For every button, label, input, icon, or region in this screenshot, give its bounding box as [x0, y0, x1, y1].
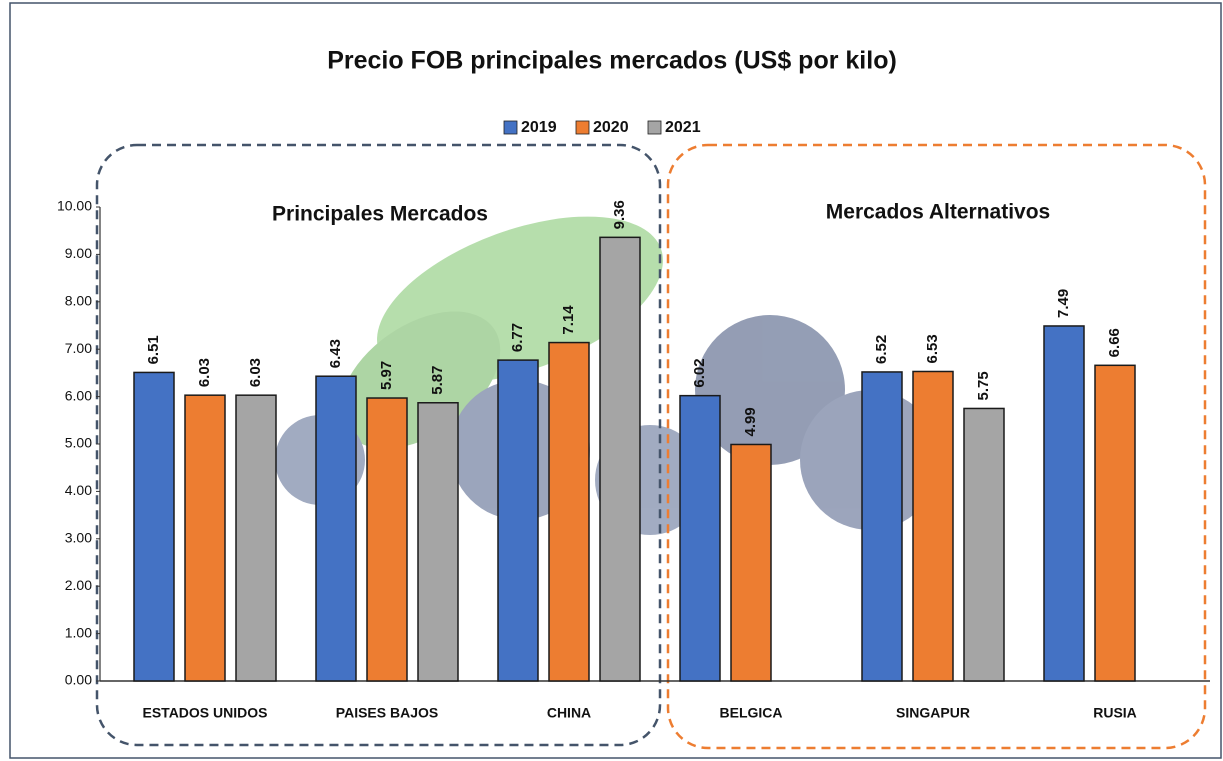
- data-label: 7.14: [560, 305, 577, 335]
- bar: [730, 443, 772, 682]
- y-tick-label: 10.00: [57, 198, 92, 214]
- data-label: 5.87: [429, 366, 446, 395]
- data-label: 6.02: [691, 358, 708, 387]
- bar: [861, 371, 903, 682]
- bar: [184, 394, 226, 682]
- y-tick-label: 5.00: [65, 435, 92, 451]
- data-label: 6.03: [247, 358, 264, 387]
- x-tick-label: CHINA: [547, 705, 591, 721]
- data-label: 5.75: [975, 371, 992, 400]
- bar: [497, 359, 539, 682]
- x-tick-label: BELGICA: [720, 705, 783, 721]
- data-label: 9.36: [611, 200, 628, 229]
- legend-swatch: [647, 120, 662, 135]
- data-label: 6.03: [196, 358, 213, 387]
- x-tick-label: SINGAPUR: [896, 705, 970, 721]
- data-label: 6.77: [509, 323, 526, 352]
- x-tick-label: PAISES BAJOS: [336, 705, 438, 721]
- y-tick-label: 8.00: [65, 293, 92, 309]
- data-label: 6.66: [1106, 328, 1123, 357]
- y-tick-label: 4.00: [65, 482, 92, 498]
- bar: [912, 370, 954, 682]
- bar: [599, 236, 641, 682]
- y-tick-label: 3.00: [65, 530, 92, 546]
- chart-title: Precio FOB principales mercados (US$ por…: [327, 47, 897, 75]
- bar: [417, 402, 459, 682]
- data-label: 6.53: [924, 334, 941, 363]
- y-tick-label: 6.00: [65, 387, 92, 403]
- bar: [315, 375, 357, 682]
- data-label: 5.97: [378, 361, 395, 390]
- bar: [1094, 364, 1136, 682]
- group-box: [95, 143, 662, 747]
- data-label: 4.99: [742, 407, 759, 436]
- data-label: 6.52: [873, 335, 890, 364]
- bar: [1043, 325, 1085, 682]
- annotation: Mercados Alternativos: [826, 201, 1050, 224]
- bar: [133, 371, 175, 682]
- y-tick-label: 7.00: [65, 340, 92, 356]
- bar: [963, 407, 1005, 682]
- group-box: [666, 143, 1207, 750]
- data-label: 6.51: [145, 335, 162, 364]
- data-label: 6.43: [327, 339, 344, 368]
- data-label: 7.49: [1055, 289, 1072, 318]
- legend-swatch: [503, 120, 518, 135]
- annotation: Principales Mercados: [272, 203, 488, 226]
- x-tick-label: ESTADOS UNIDOS: [143, 705, 268, 721]
- legend-label: 2020: [593, 119, 629, 136]
- x-tick-label: RUSIA: [1093, 705, 1137, 721]
- legend-swatch: [575, 120, 590, 135]
- bar: [235, 394, 277, 682]
- y-tick-label: 9.00: [65, 245, 92, 261]
- legend-label: 2021: [665, 119, 701, 136]
- y-tick-label: 1.00: [65, 624, 92, 640]
- bar: [548, 341, 590, 682]
- bar: [366, 397, 408, 682]
- y-tick-label: 2.00: [65, 577, 92, 593]
- bar: [679, 394, 721, 682]
- y-tick-label: 0.00: [65, 672, 92, 688]
- legend-label: 2019: [521, 119, 557, 136]
